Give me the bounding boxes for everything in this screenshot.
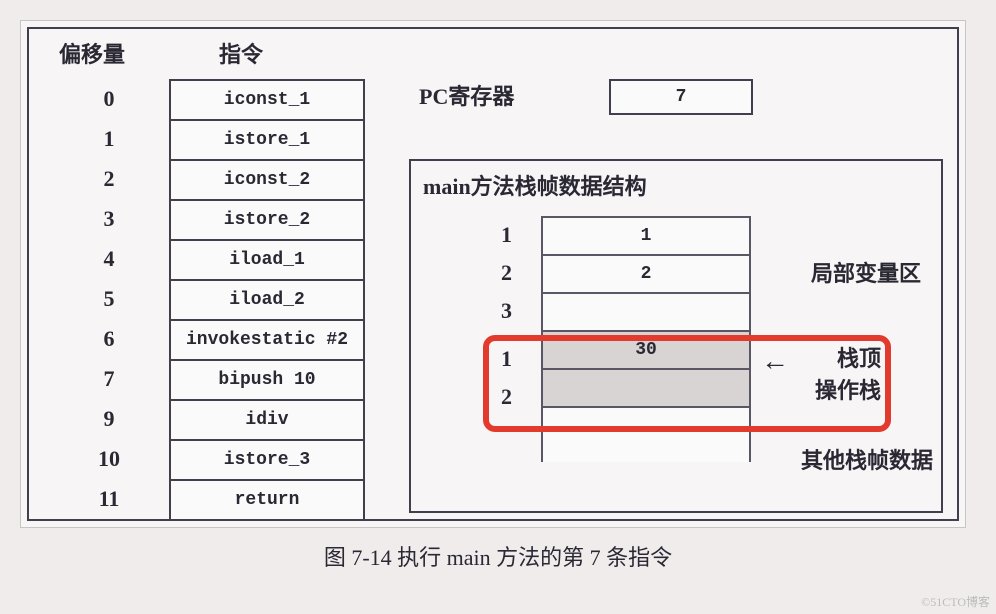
pc-register-label: PC寄存器 xyxy=(419,79,514,111)
arrow-icon: ← xyxy=(761,346,789,378)
offset-1: 1 xyxy=(89,119,129,159)
op-stack-1: 30 xyxy=(541,332,751,370)
op-idx-2: 2 xyxy=(501,378,512,416)
other-frame-data xyxy=(541,408,751,462)
stack-top-label: 栈顶 xyxy=(837,341,881,373)
figure-frame: 偏移量 指令 0 1 2 3 4 5 6 7 9 10 11 iconst_1 … xyxy=(27,27,959,521)
instr-cell: iload_2 xyxy=(170,280,364,320)
instr-cell: istore_2 xyxy=(170,200,364,240)
instr-cell: idiv xyxy=(170,400,364,440)
local-var-1: 1 xyxy=(541,216,751,256)
local-idx-1: 1 xyxy=(501,216,512,254)
local-idx-3: 3 xyxy=(501,292,512,330)
figure-outer: 偏移量 指令 0 1 2 3 4 5 6 7 9 10 11 iconst_1 … xyxy=(20,20,966,528)
op-stack-2 xyxy=(541,370,751,408)
pc-register-value: 7 xyxy=(609,79,753,115)
offset-10: 11 xyxy=(89,479,129,519)
watermark: ©51CTO博客 xyxy=(921,593,990,610)
offset-column: 0 1 2 3 4 5 6 7 9 10 11 xyxy=(89,79,129,519)
local-idx-2: 2 xyxy=(501,254,512,292)
stack-frame-title: main方法栈帧数据结构 xyxy=(423,169,647,201)
instr-cell: iconst_2 xyxy=(170,160,364,200)
local-var-label: 局部变量区 xyxy=(811,256,921,288)
op-idx-1: 1 xyxy=(501,340,512,378)
offset-2: 2 xyxy=(89,159,129,199)
stack-frame-box: main方法栈帧数据结构 1 2 3 1 2 1 2 30 局部变量区 ← 栈顶… xyxy=(409,159,943,513)
figure-caption: 图 7-14 执行 main 方法的第 7 条指令 xyxy=(20,540,976,572)
local-var-3 xyxy=(541,294,751,332)
inner-table: 1 2 30 xyxy=(541,216,751,462)
offset-6: 6 xyxy=(89,319,129,359)
instr-cell: iconst_1 xyxy=(170,80,364,120)
instr-cell: istore_3 xyxy=(170,440,364,480)
offset-5: 5 xyxy=(89,279,129,319)
instruction-table: iconst_1 istore_1 iconst_2 istore_2 iloa… xyxy=(169,79,365,521)
instr-cell: istore_1 xyxy=(170,120,364,160)
offset-3: 3 xyxy=(89,199,129,239)
inner-indices: 1 2 3 1 2 xyxy=(501,216,512,416)
offset-4: 4 xyxy=(89,239,129,279)
local-var-2: 2 xyxy=(541,256,751,294)
offset-header: 偏移量 xyxy=(59,37,125,69)
offset-7: 7 xyxy=(89,359,129,399)
op-stack-label: 操作栈 xyxy=(815,373,881,405)
other-data-label: 其他栈帧数据 xyxy=(801,443,933,475)
instr-cell: return xyxy=(170,480,364,520)
instruction-header: 指令 xyxy=(219,37,263,69)
offset-8: 9 xyxy=(89,399,129,439)
instr-cell: bipush 10 xyxy=(170,360,364,400)
instr-cell: iload_1 xyxy=(170,240,364,280)
offset-9: 10 xyxy=(89,439,129,479)
instr-cell: invokestatic #2 xyxy=(170,320,364,360)
offset-0: 0 xyxy=(89,79,129,119)
